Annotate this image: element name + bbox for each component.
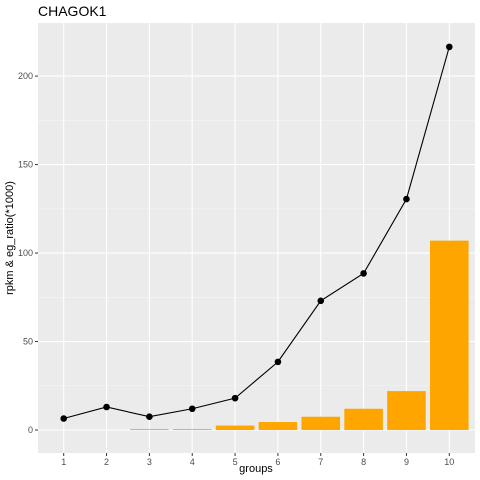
x-tick-label: 9 <box>404 457 409 467</box>
x-tick-label: 5 <box>233 457 238 467</box>
x-tick-label: 7 <box>318 457 323 467</box>
y-tick-label: 0 <box>28 425 33 435</box>
x-axis-title: groups <box>239 463 273 475</box>
line-point-10 <box>445 43 453 51</box>
bar-10 <box>430 240 469 430</box>
line-point-3 <box>146 413 153 421</box>
grid-minor <box>38 120 475 387</box>
line-point-1 <box>60 415 68 422</box>
line-point-7 <box>317 297 325 305</box>
x-tick-label: 4 <box>190 457 195 467</box>
line-point-8 <box>360 270 367 277</box>
y-tick-label: 150 <box>18 160 33 170</box>
bar-6 <box>258 422 298 430</box>
y-axis: 0 50 100 150 200 <box>18 71 38 435</box>
y-tick-label: 200 <box>18 71 33 81</box>
line-point-4 <box>188 405 196 413</box>
bar-7 <box>301 416 341 430</box>
x-tick-label: 1 <box>61 457 66 467</box>
line-path <box>63 46 450 420</box>
line-points <box>60 43 453 422</box>
x-tick-label: 6 <box>275 457 280 467</box>
x-tick-label: 2 <box>104 457 109 467</box>
line-point-9 <box>403 195 410 203</box>
bar-8 <box>344 408 383 430</box>
plot-panel <box>38 23 475 453</box>
x-axis: 1 2 3 4 5 6 7 8 9 10 <box>61 453 454 467</box>
line-point-2 <box>103 403 110 411</box>
y-tick-label: 50 <box>23 337 33 347</box>
y-axis-title: rpkm & eg_ratio(*1000) <box>4 181 16 295</box>
x-tick-label: 8 <box>361 457 366 467</box>
y-tick-label: 100 <box>18 248 33 258</box>
line-series <box>63 46 450 420</box>
grid-major <box>38 23 475 453</box>
bar-9 <box>387 391 426 430</box>
line-point-6 <box>274 358 282 366</box>
x-tick-label: 10 <box>444 457 454 467</box>
x-tick-label: 3 <box>147 457 152 467</box>
chart-title: CHAGOK1 <box>38 3 107 19</box>
bar-4 <box>172 429 212 430</box>
bar-5 <box>215 425 255 430</box>
line-point-5 <box>231 394 239 402</box>
bar-series <box>130 240 469 430</box>
bar-3 <box>130 429 169 430</box>
